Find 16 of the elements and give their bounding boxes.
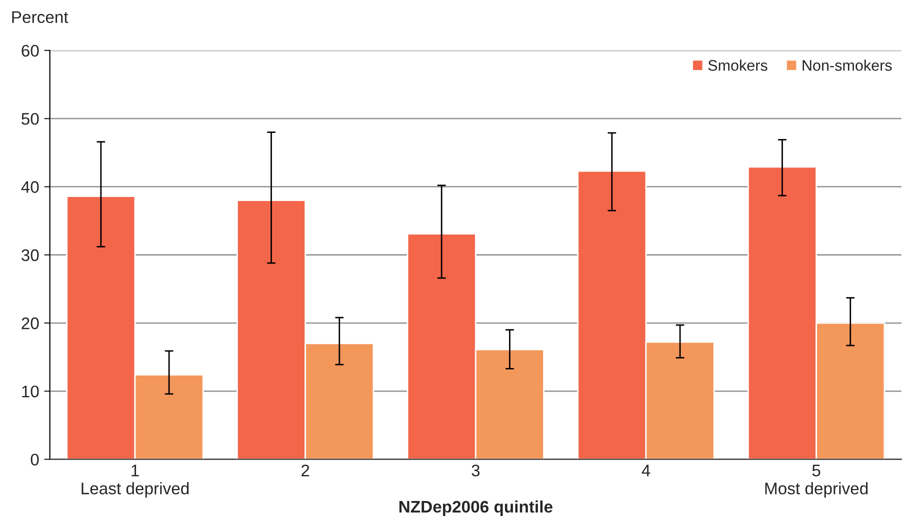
y-tick-label: 40 [21, 181, 39, 193]
y-tick-label: 20 [22, 317, 39, 330]
y-tick-label: 10 [22, 386, 39, 398]
y-tick-label: 0 [30, 454, 39, 466]
x-tick-label: 2 [302, 464, 310, 476]
x-tick-label: 4 [642, 464, 650, 476]
y-axis-title: Percent [12, 11, 68, 24]
x-tick-label: 3 [472, 464, 480, 476]
legend-label: Smokers [708, 60, 768, 71]
x-tick-label: 5 Most deprived [765, 464, 868, 498]
y-tick-label: 30 [22, 249, 39, 262]
y-tick-label: 60 [22, 44, 39, 57]
y-tick-label: 50 [22, 112, 39, 125]
x-axis-title: NZDep2006 quintile [399, 500, 552, 516]
x-tick-label: 1 Least deprived [82, 464, 189, 498]
legend-label: Non-smokers [802, 60, 892, 71]
